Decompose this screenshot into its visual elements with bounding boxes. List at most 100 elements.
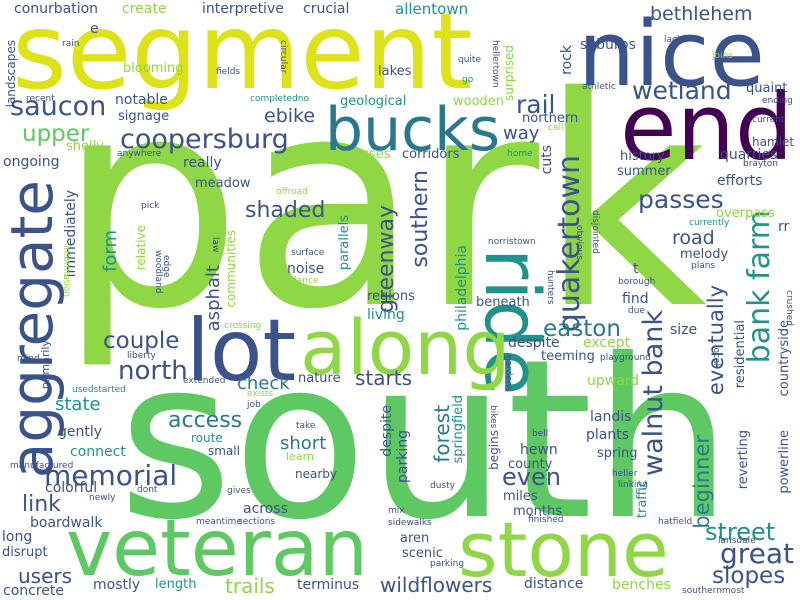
word-scenic: scenic (402, 546, 443, 561)
word-extended: extended (183, 376, 226, 386)
word-segment: segment (12, 0, 473, 113)
word-finished: finished (528, 515, 564, 525)
word-corridors: corridors (402, 147, 460, 162)
word-completedno: completedno (250, 94, 309, 104)
word-coopersburg: coopersburg (120, 124, 289, 155)
word-primarily: primarily (39, 340, 52, 390)
word-small: small (208, 444, 240, 458)
word-county: county (508, 457, 553, 472)
word-begins: begins (487, 430, 501, 470)
word-wildflowers: wildflowers (380, 573, 493, 597)
word-forest: forest (430, 405, 454, 463)
word-despite: despite (379, 405, 395, 457)
word-job: job (247, 400, 261, 410)
word-exists: exists (247, 389, 274, 399)
word-north: north (118, 356, 188, 386)
word-bucks: bucks (325, 95, 501, 165)
word-ordance: ordance (282, 276, 319, 286)
word-meantime: meantime (196, 517, 242, 527)
word-upper: upper (22, 121, 90, 147)
word-rain: rain (62, 39, 80, 49)
word-link: link (22, 492, 61, 517)
word-efforts: efforts (717, 173, 763, 189)
word-crushed: crushed (784, 290, 794, 326)
word-noise: noise (287, 261, 325, 277)
word-saucon: saucon (10, 91, 107, 122)
word-shaded: shaded (245, 198, 326, 223)
word-notable: notable (115, 92, 168, 108)
word-joins: joins (712, 51, 733, 61)
word-crosses: crosses (342, 147, 391, 162)
word-route: route (191, 431, 223, 445)
word-liberty: liberty (127, 351, 156, 361)
word-despite2: despite (508, 335, 560, 351)
word-way: way (503, 123, 540, 144)
word-parking-small: parking (430, 559, 465, 569)
word-trails: trails (225, 574, 275, 598)
word-dusty: dusty (430, 481, 455, 491)
word-mostly: mostly (93, 577, 141, 593)
word-asphalt: asphalt (203, 265, 224, 332)
word-quarries: quarries (720, 147, 778, 163)
word-southernmost: southernmost (682, 586, 745, 596)
word-call: call (548, 123, 564, 133)
word-street: street (705, 518, 776, 546)
word-sidewalks: sidewalks (388, 518, 432, 528)
word-ongoing: ongoing (3, 154, 60, 170)
word-usedstarted: usedstarted (72, 385, 126, 395)
word-mix: mix (388, 506, 405, 516)
word-bikes: bikes (488, 405, 498, 429)
word-wetland: wetland (632, 76, 732, 105)
word-fields: fields (216, 67, 241, 77)
word-find: find (622, 291, 649, 307)
word-slopes: slopes (712, 563, 786, 589)
word-t: t (633, 261, 639, 277)
word-landscapes: landscapes (4, 40, 18, 108)
word-local: local (711, 345, 721, 366)
word-quite: quite (458, 55, 481, 65)
word-veteran: veteran (66, 504, 369, 594)
word-relative: relative (134, 225, 148, 271)
word-pick: pick (141, 201, 160, 211)
word-wooden: wooden (453, 94, 505, 109)
word-easton: easton (543, 316, 621, 342)
word-meadow: meadow (195, 176, 251, 191)
word-plants: plants (586, 427, 630, 443)
word-overpass: overpass (716, 206, 775, 221)
word-bell: bell (532, 429, 549, 439)
word-aren: aren (400, 531, 430, 546)
word-beginner: beginner (690, 435, 714, 529)
word-plans: plans (691, 261, 716, 271)
word-geological: geological (340, 94, 407, 109)
word-length: length (155, 577, 197, 592)
word-bank-farm: bank farm (742, 210, 777, 364)
word-brayton: brayton (743, 159, 778, 169)
word-parallels: parallels (337, 215, 352, 271)
word-rail: rail (516, 90, 556, 119)
word-size: size (670, 322, 698, 338)
word-athletic: athletic (582, 82, 616, 92)
word-hamlet: hamlet (752, 135, 795, 149)
word-disjointed: disjointed (590, 210, 600, 254)
word-ride: ride (468, 248, 557, 396)
word-playground: playground (600, 353, 651, 363)
word-norristown: norristown (488, 237, 536, 247)
word-surface: surface (291, 248, 325, 258)
word-blooming: blooming (123, 61, 184, 76)
word-colorful: colorful (45, 480, 98, 496)
word-miles: miles (503, 489, 538, 504)
word-teeming: teeming (541, 349, 595, 364)
word-reverting: reverting (736, 430, 751, 490)
word-hellertown: hellertown (490, 40, 500, 88)
word-benches: benches (612, 577, 671, 593)
word-hunters: hunters (545, 270, 555, 305)
word-disrupt: disrupt (2, 545, 48, 560)
word-gives: gives (227, 486, 251, 496)
word-quaint: quaint (746, 81, 788, 96)
word-lack: lack (664, 35, 683, 45)
word-gardens: gardens (503, 355, 513, 392)
word-take: take (296, 421, 316, 431)
word-aggregate: aggregate (0, 180, 66, 479)
word-history: history (620, 149, 665, 164)
